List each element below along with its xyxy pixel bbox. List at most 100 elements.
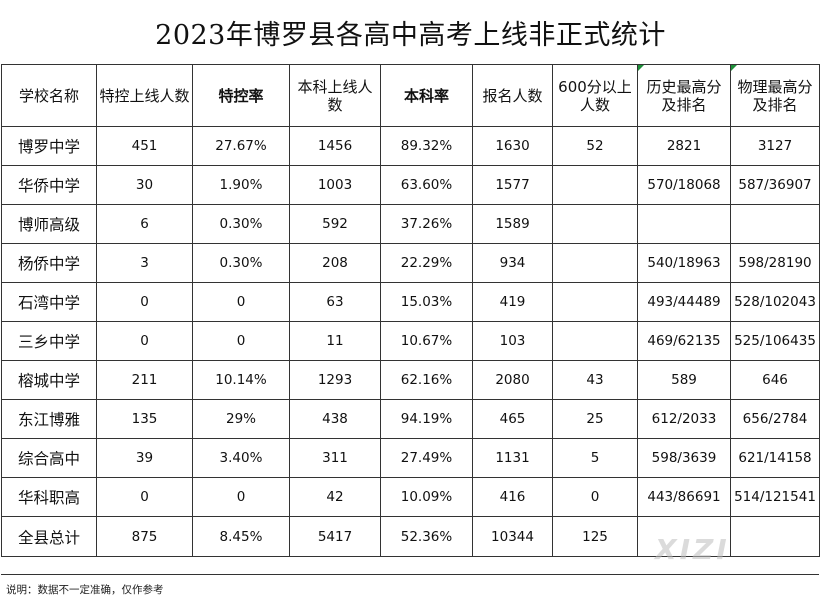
cell-school-name[interactable]: 榕城中学 bbox=[1, 360, 97, 400]
cell-special-rate[interactable]: 0 bbox=[192, 282, 290, 322]
cell-applicants[interactable]: 1589 bbox=[472, 204, 553, 244]
cell-applicants[interactable]: 465 bbox=[472, 399, 553, 439]
cell-over-600[interactable]: 52 bbox=[552, 126, 638, 166]
cell-history-top[interactable]: 2821 bbox=[637, 126, 731, 166]
cell-over-600[interactable] bbox=[552, 321, 638, 361]
cell-physics-top[interactable]: 514/121541 bbox=[730, 477, 820, 517]
cell-physics-top[interactable]: 528/102043 bbox=[730, 282, 820, 322]
cell-physics-top[interactable]: 656/2784 bbox=[730, 399, 820, 439]
cell-physics-top[interactable]: 525/106435 bbox=[730, 321, 820, 361]
cell-special-count[interactable]: 875 bbox=[96, 516, 193, 557]
cell-special-count[interactable]: 3 bbox=[96, 243, 193, 283]
cell-undergrad-rate[interactable]: 27.49% bbox=[380, 438, 473, 478]
cell-undergrad-count[interactable]: 5417 bbox=[289, 516, 381, 557]
cell-special-count[interactable]: 39 bbox=[96, 438, 193, 478]
cell-special-rate[interactable]: 3.40% bbox=[192, 438, 290, 478]
cell-special-rate[interactable]: 0.30% bbox=[192, 204, 290, 244]
cell-special-rate[interactable]: 10.14% bbox=[192, 360, 290, 400]
cell-undergrad-count[interactable]: 208 bbox=[289, 243, 381, 283]
cell-undergrad-rate[interactable]: 62.16% bbox=[380, 360, 473, 400]
cell-applicants[interactable]: 2080 bbox=[472, 360, 553, 400]
cell-over-600[interactable] bbox=[552, 282, 638, 322]
cell-undergrad-count[interactable]: 42 bbox=[289, 477, 381, 517]
cell-undergrad-rate[interactable]: 10.09% bbox=[380, 477, 473, 517]
cell-history-top[interactable]: 570/18068 bbox=[637, 165, 731, 205]
cell-undergrad-count[interactable]: 592 bbox=[289, 204, 381, 244]
cell-school-name[interactable]: 杨侨中学 bbox=[1, 243, 97, 283]
cell-history-top[interactable]: 598/3639 bbox=[637, 438, 731, 478]
cell-undergrad-rate[interactable]: 37.26% bbox=[380, 204, 473, 244]
cell-special-count[interactable]: 0 bbox=[96, 282, 193, 322]
cell-over-600[interactable]: 125 bbox=[552, 516, 638, 557]
cell-school-name[interactable]: 华侨中学 bbox=[1, 165, 97, 205]
cell-applicants[interactable]: 1630 bbox=[472, 126, 553, 166]
cell-school-name[interactable]: 石湾中学 bbox=[1, 282, 97, 322]
cell-undergrad-count[interactable]: 1003 bbox=[289, 165, 381, 205]
cell-special-rate[interactable]: 0 bbox=[192, 321, 290, 361]
cell-over-600[interactable]: 25 bbox=[552, 399, 638, 439]
cell-undergrad-count[interactable]: 1456 bbox=[289, 126, 381, 166]
cell-applicants[interactable]: 1131 bbox=[472, 438, 553, 478]
cell-special-rate[interactable]: 27.67% bbox=[192, 126, 290, 166]
cell-school-name[interactable]: 博师高级 bbox=[1, 204, 97, 244]
cell-physics-top[interactable]: 646 bbox=[730, 360, 820, 400]
cell-special-count[interactable]: 135 bbox=[96, 399, 193, 439]
cell-undergrad-rate[interactable]: 52.36% bbox=[380, 516, 473, 557]
cell-special-count[interactable]: 30 bbox=[96, 165, 193, 205]
cell-over-600[interactable] bbox=[552, 165, 638, 205]
cell-special-count[interactable]: 211 bbox=[96, 360, 193, 400]
cell-over-600[interactable]: 0 bbox=[552, 477, 638, 517]
cell-school-name[interactable]: 全县总计 bbox=[1, 516, 97, 557]
cell-undergrad-count[interactable]: 63 bbox=[289, 282, 381, 322]
cell-special-rate[interactable]: 8.45% bbox=[192, 516, 290, 557]
cell-special-count[interactable]: 6 bbox=[96, 204, 193, 244]
cell-special-rate[interactable]: 29% bbox=[192, 399, 290, 439]
cell-undergrad-rate[interactable]: 63.60% bbox=[380, 165, 473, 205]
cell-history-top[interactable]: 493/44489 bbox=[637, 282, 731, 322]
cell-history-top[interactable]: 540/18963 bbox=[637, 243, 731, 283]
cell-history-top[interactable] bbox=[637, 204, 731, 244]
cell-school-name[interactable]: 博罗中学 bbox=[1, 126, 97, 166]
cell-physics-top[interactable]: 621/14158 bbox=[730, 438, 820, 478]
header-special-rate: 特控率 bbox=[192, 64, 290, 127]
cell-applicants[interactable]: 10344 bbox=[472, 516, 553, 557]
cell-applicants[interactable]: 1577 bbox=[472, 165, 553, 205]
cell-school-name[interactable]: 综合高中 bbox=[1, 438, 97, 478]
cell-history-top[interactable] bbox=[637, 516, 731, 557]
cell-special-rate[interactable]: 1.90% bbox=[192, 165, 290, 205]
cell-undergrad-rate[interactable]: 10.67% bbox=[380, 321, 473, 361]
cell-physics-top[interactable] bbox=[730, 516, 820, 557]
cell-undergrad-rate[interactable]: 89.32% bbox=[380, 126, 473, 166]
cell-applicants[interactable]: 934 bbox=[472, 243, 553, 283]
cell-special-count[interactable]: 451 bbox=[96, 126, 193, 166]
cell-school-name[interactable]: 东江博雅 bbox=[1, 399, 97, 439]
cell-special-rate[interactable]: 0.30% bbox=[192, 243, 290, 283]
cell-history-top[interactable]: 469/62135 bbox=[637, 321, 731, 361]
cell-applicants[interactable]: 416 bbox=[472, 477, 553, 517]
cell-applicants[interactable]: 419 bbox=[472, 282, 553, 322]
cell-undergrad-count[interactable]: 311 bbox=[289, 438, 381, 478]
cell-physics-top[interactable]: 587/36907 bbox=[730, 165, 820, 205]
cell-undergrad-count[interactable]: 1293 bbox=[289, 360, 381, 400]
cell-undergrad-rate[interactable]: 22.29% bbox=[380, 243, 473, 283]
cell-physics-top[interactable]: 3127 bbox=[730, 126, 820, 166]
cell-history-top[interactable]: 443/86691 bbox=[637, 477, 731, 517]
cell-undergrad-rate[interactable]: 15.03% bbox=[380, 282, 473, 322]
cell-special-count[interactable]: 0 bbox=[96, 321, 193, 361]
cell-school-name[interactable]: 三乡中学 bbox=[1, 321, 97, 361]
cell-physics-top[interactable]: 598/28190 bbox=[730, 243, 820, 283]
cell-over-600[interactable] bbox=[552, 204, 638, 244]
cell-special-rate[interactable]: 0 bbox=[192, 477, 290, 517]
cell-undergrad-count[interactable]: 11 bbox=[289, 321, 381, 361]
cell-over-600[interactable]: 5 bbox=[552, 438, 638, 478]
cell-history-top[interactable]: 589 bbox=[637, 360, 731, 400]
cell-undergrad-count[interactable]: 438 bbox=[289, 399, 381, 439]
cell-over-600[interactable]: 43 bbox=[552, 360, 638, 400]
cell-school-name[interactable]: 华科职高 bbox=[1, 477, 97, 517]
cell-applicants[interactable]: 103 bbox=[472, 321, 553, 361]
cell-over-600[interactable] bbox=[552, 243, 638, 283]
cell-special-count[interactable]: 0 bbox=[96, 477, 193, 517]
cell-physics-top[interactable] bbox=[730, 204, 820, 244]
cell-undergrad-rate[interactable]: 94.19% bbox=[380, 399, 473, 439]
cell-history-top[interactable]: 612/2033 bbox=[637, 399, 731, 439]
